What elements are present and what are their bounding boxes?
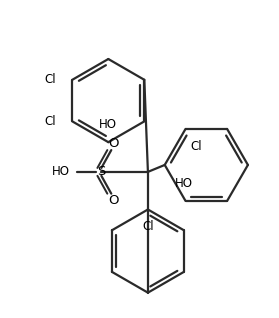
Text: S: S — [97, 165, 105, 178]
Text: Cl: Cl — [45, 73, 56, 86]
Text: HO: HO — [52, 165, 70, 178]
Text: Cl: Cl — [142, 220, 154, 233]
Text: Cl: Cl — [45, 115, 56, 128]
Text: O: O — [108, 194, 119, 207]
Text: HO: HO — [99, 118, 117, 131]
Text: O: O — [108, 137, 119, 150]
Text: Cl: Cl — [191, 140, 202, 153]
Text: HO: HO — [175, 177, 193, 190]
